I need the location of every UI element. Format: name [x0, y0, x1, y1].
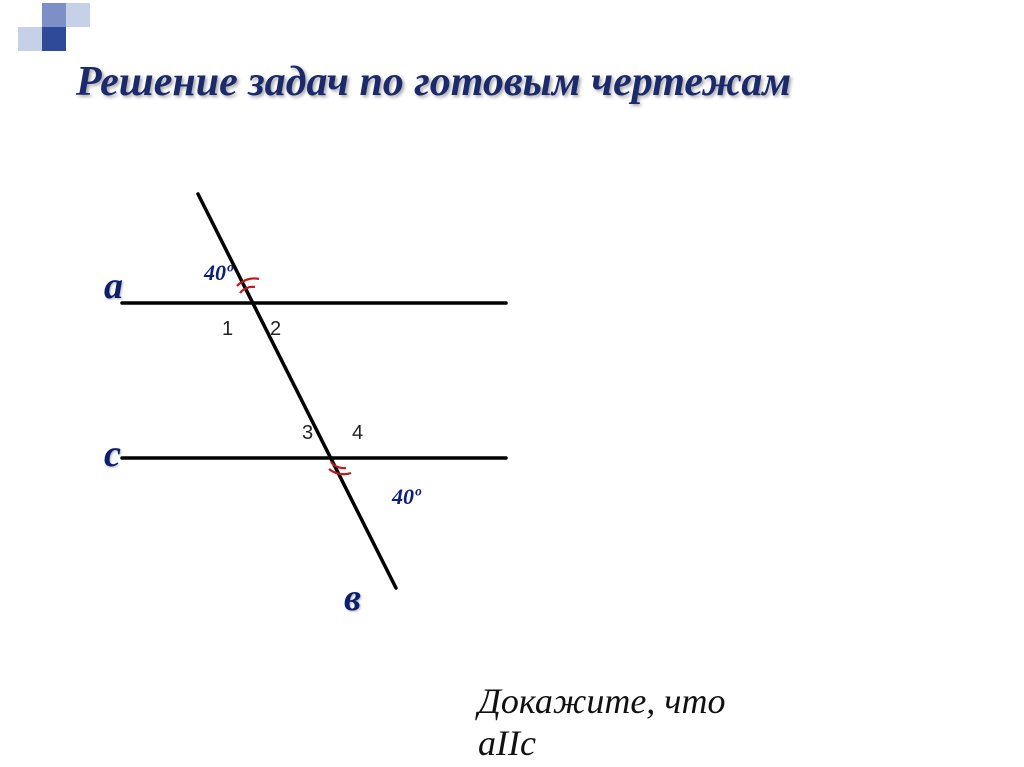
angle-num-1: 1: [222, 318, 233, 341]
angle-arc-bot-2: [329, 469, 351, 474]
question-line-1: Докажите, что: [478, 680, 725, 722]
question-line-2: аIIс: [478, 722, 725, 764]
line-b: [198, 194, 396, 588]
deco-sq-3: [18, 27, 42, 51]
slide-title: Решение задач по готовым чертежам: [76, 58, 791, 106]
deco-sq-1: [42, 3, 66, 27]
deco-sq-4: [42, 27, 66, 51]
angle-num-2: 2: [270, 318, 281, 341]
geometry-diagram: а с в 40º 40º 1 2 3 4: [90, 190, 610, 630]
label-line-a: а: [104, 264, 123, 308]
diagram-svg: [90, 190, 610, 630]
angle-num-3: 3: [302, 422, 313, 445]
angle-top-label: 40º: [204, 260, 233, 286]
label-line-c: с: [104, 432, 121, 476]
deco-sq-2: [66, 3, 90, 27]
question-text: Докажите, что аIIс: [478, 680, 725, 764]
angle-arc-bot-1: [331, 462, 346, 468]
angle-bot-label: 40º: [392, 484, 421, 510]
angle-num-4: 4: [352, 422, 363, 445]
label-line-b: в: [344, 576, 361, 620]
corner-decoration: [0, 0, 100, 60]
